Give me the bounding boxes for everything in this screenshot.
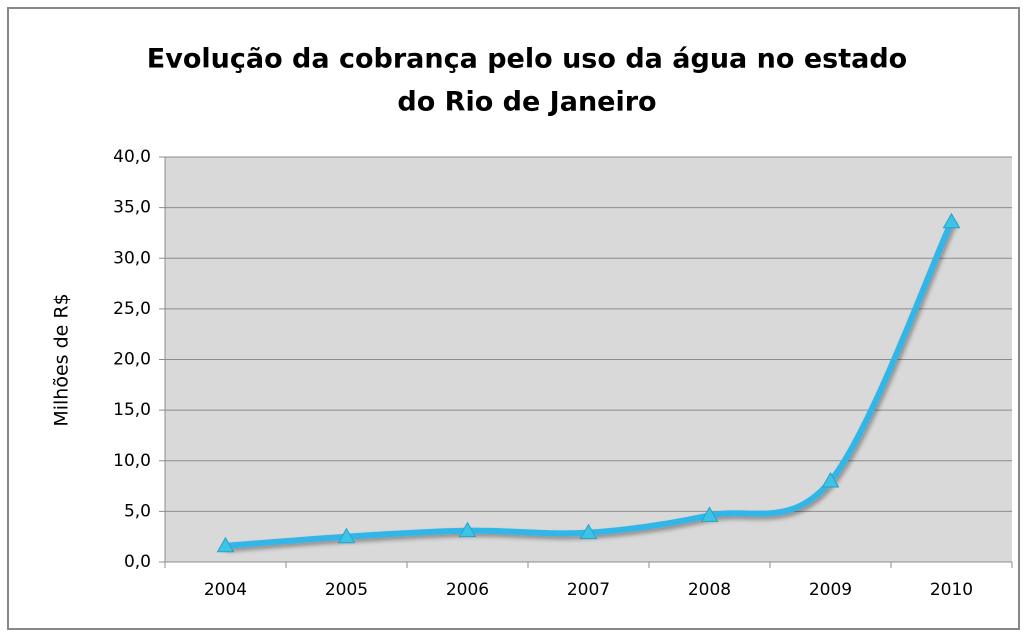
marker [337,527,356,544]
chart-title: Evolução da cobrança pelo uso da água no… [147,44,907,75]
y-tick-label: 30,0 [113,248,151,268]
x-tick-label: 2009 [809,580,852,600]
chart-title: do Rio de Janeiro [397,87,656,118]
y-tick-label: 35,0 [113,198,151,218]
y-tick-label: 0,0 [124,552,151,572]
y-tick-label: 20,0 [113,350,151,370]
marker [458,521,477,538]
marker [216,536,235,553]
x-tick-label: 2004 [204,580,247,600]
x-tick-label: 2008 [688,580,731,600]
y-tick-label: 40,0 [113,147,151,167]
y-tick-label: 5,0 [124,501,151,521]
marker [821,471,840,488]
x-tick-label: 2007 [567,580,610,600]
x-tick-label: 2010 [930,580,973,600]
y-tick-label: 15,0 [113,400,151,420]
marker [942,212,961,229]
x-tick-label: 2005 [325,580,368,600]
y-tick-label: 10,0 [113,451,151,471]
marker [579,523,598,540]
marker [700,506,719,522]
y-axis-label: Milhões de R$ [51,293,73,426]
y-tick-label: 25,0 [113,299,151,319]
x-tick-label: 2006 [446,580,489,600]
